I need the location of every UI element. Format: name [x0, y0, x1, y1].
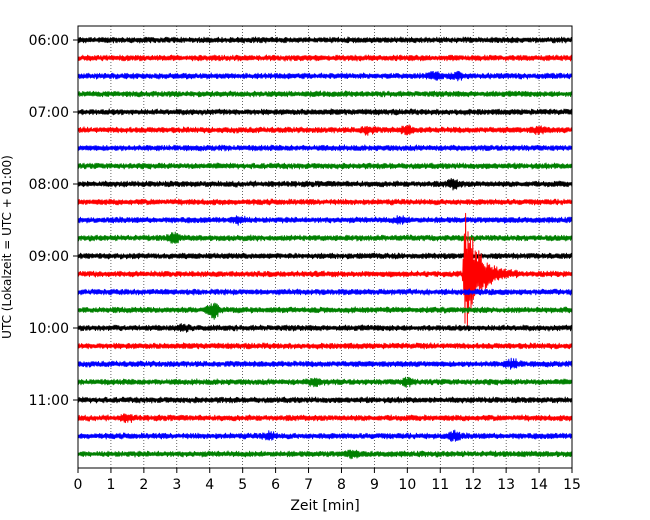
seismic-trace	[77, 302, 573, 320]
x-axis-title: Zeit [min]	[290, 498, 359, 514]
y-tick-label: 09:00	[29, 249, 69, 265]
seismic-trace	[77, 231, 573, 244]
seismic-trace	[77, 288, 573, 296]
seismic-trace	[77, 376, 573, 388]
seismic-trace	[77, 357, 573, 370]
y-axis-ticks: 06:00 07:00 08:00 09:00 10:00 11:00	[29, 33, 78, 409]
seismic-trace	[77, 144, 573, 152]
seismic-trace	[77, 449, 573, 460]
seismic-trace	[77, 429, 573, 442]
x-tick-label: 2	[139, 477, 148, 493]
y-tick-label: 07:00	[29, 105, 69, 121]
y-axis-title: UTC (Lokalzeit = UTC + 01:00)	[0, 155, 14, 339]
seismic-trace	[77, 323, 573, 333]
seismic-trace	[77, 90, 573, 98]
plot-frame	[77, 25, 573, 469]
x-tick-label: 1	[106, 477, 115, 493]
x-tick-label: 10	[398, 477, 416, 493]
seismic-trace	[77, 413, 573, 424]
seismic-trace	[77, 178, 573, 191]
seismic-trace	[77, 212, 573, 327]
x-tick-label: 11	[431, 477, 449, 493]
seismic-trace	[77, 342, 573, 350]
x-tick-label: 8	[337, 477, 346, 493]
seismic-trace	[77, 70, 573, 82]
x-tick-label: 4	[205, 477, 214, 493]
x-tick-label: 3	[172, 477, 181, 493]
seismic-trace	[77, 162, 573, 170]
seismic-trace	[77, 54, 573, 62]
seismic-trace	[77, 108, 573, 116]
y-tick-label: 10:00	[29, 321, 69, 337]
x-axis-ticks: 0 1 2 3 4 5 6 7 8 9 10 11 12 13 14 15	[74, 468, 581, 493]
seismic-trace	[77, 252, 573, 260]
seismic-trace	[77, 215, 573, 226]
seismic-trace	[77, 124, 573, 136]
x-tick-label: 12	[464, 477, 482, 493]
seismic-traces	[77, 36, 573, 460]
x-tick-label: 6	[271, 477, 280, 493]
seismic-trace	[77, 36, 573, 44]
x-tick-label: 15	[563, 477, 581, 493]
x-tick-label: 13	[497, 477, 515, 493]
seismic-trace	[77, 396, 573, 404]
y-tick-label: 06:00	[29, 33, 69, 49]
x-tick-label: 14	[530, 477, 548, 493]
y-tick-label: 11:00	[29, 393, 69, 409]
seismic-trace	[77, 198, 573, 206]
x-tick-label: 5	[238, 477, 247, 493]
x-tick-label: 9	[370, 477, 379, 493]
y-tick-label: 08:00	[29, 177, 69, 193]
x-tick-label: 0	[74, 477, 83, 493]
x-tick-label: 7	[304, 477, 313, 493]
